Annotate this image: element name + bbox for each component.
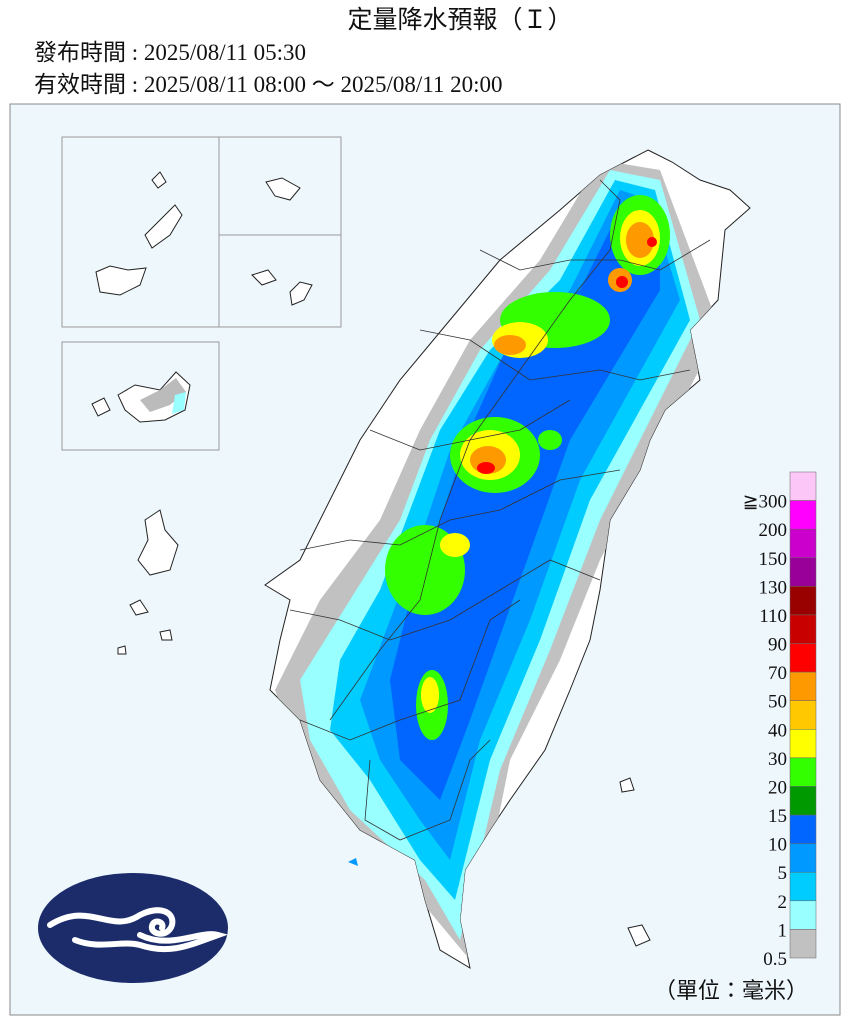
- rain-area: [626, 222, 654, 258]
- rainfall-field: [275, 160, 720, 960]
- legend-label: 200: [759, 520, 788, 541]
- legend-swatch: [789, 929, 817, 959]
- legend-swatch: [789, 786, 817, 816]
- legend-label: 50: [768, 692, 787, 713]
- legend-label: 2: [778, 892, 788, 913]
- issued-time: 發布時間 : 2025/08/11 05:30: [34, 40, 306, 65]
- legend-swatch: [789, 871, 817, 902]
- legend: ≧300 200 150 130 110 90 70 50 40 30 20 15 10 5 2 1 0.5: [743, 471, 817, 970]
- rain-area: [616, 276, 628, 288]
- legend-swatch: [789, 843, 817, 873]
- island: [289, 281, 313, 306]
- legend-label: 20: [768, 777, 787, 798]
- legend-label: 5: [778, 863, 788, 884]
- county-border: [364, 739, 491, 841]
- rain-area: [494, 335, 526, 355]
- legend-label: 110: [759, 606, 787, 627]
- legend-label: 150: [759, 549, 788, 570]
- legend-swatch: [789, 643, 817, 673]
- legend-label: 90: [768, 635, 787, 656]
- island: [251, 269, 277, 286]
- legend-swatch: [789, 471, 817, 501]
- rain-area: [140, 378, 186, 412]
- legend-label: 70: [768, 663, 787, 684]
- island: [619, 777, 635, 793]
- county-border: [419, 329, 691, 381]
- rain-area: [647, 237, 657, 247]
- inset-box: [61, 341, 220, 451]
- county-borders: [289, 179, 711, 841]
- rain-area: [477, 462, 495, 474]
- island: [117, 645, 127, 655]
- rain-area: [348, 858, 358, 866]
- rain-area: [390, 200, 660, 800]
- logo-mark: [47, 907, 228, 953]
- county-border: [299, 469, 621, 551]
- legend-swatch: [789, 900, 817, 930]
- legend-swatch: [789, 814, 817, 844]
- county-border: [329, 179, 621, 721]
- county-border: [289, 559, 601, 641]
- county-border: [299, 599, 521, 741]
- island: [91, 397, 111, 417]
- title: 定量降水預報（Ｉ）: [347, 6, 572, 34]
- legend-swatch: [789, 528, 817, 559]
- unit-label: （單位：毫米）: [654, 978, 808, 1003]
- legend-swatch: [789, 557, 817, 587]
- legend-label: 1: [778, 920, 788, 941]
- island: [95, 265, 147, 296]
- island: [129, 599, 149, 616]
- island: [137, 509, 179, 576]
- legend-swatch: [789, 757, 817, 787]
- legend-swatch: [789, 586, 817, 616]
- rain-area: [421, 677, 439, 713]
- island: [627, 924, 651, 947]
- island: [159, 629, 173, 641]
- island: [265, 177, 301, 201]
- legend-label: 0.5: [763, 949, 787, 970]
- valid-time: 有效時間 : 2025/08/11 08:00 ～ 2025/08/11 20:…: [34, 72, 503, 97]
- county-border: [479, 239, 711, 271]
- legend-label: ≧300: [743, 492, 787, 513]
- legend-swatch: [789, 614, 817, 644]
- legend-swatch: [789, 700, 817, 730]
- island: [144, 204, 183, 249]
- rain-area: [172, 392, 186, 414]
- legend-label: 15: [768, 806, 787, 827]
- legend-swatch: [789, 729, 817, 759]
- legend-label: 10: [768, 835, 787, 856]
- rain-area: [538, 430, 562, 450]
- county-border: [369, 399, 571, 451]
- legend-swatch: [789, 671, 817, 701]
- rain-area: [440, 533, 470, 557]
- logo: [38, 873, 228, 983]
- island: [151, 171, 167, 189]
- legend-label: 30: [768, 749, 787, 770]
- legend-swatch: [789, 500, 817, 530]
- legend-label: 40: [768, 720, 787, 741]
- inset-box: [218, 234, 342, 328]
- legend-label: 130: [759, 577, 788, 598]
